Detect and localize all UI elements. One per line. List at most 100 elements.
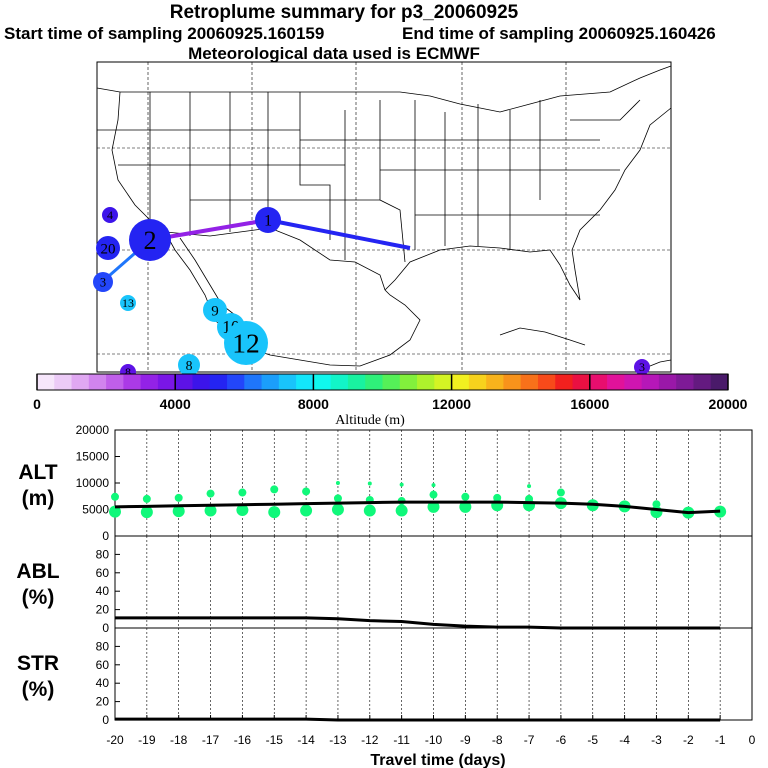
panel-str: 0 20 40 60 80 STR (%) [17,627,753,727]
plume-marker: 2 [129,219,171,261]
cluster-dot [140,506,153,519]
plume-marker-dot [96,236,120,260]
y-tick-label: 40 [96,676,110,690]
cluster-dot [204,504,217,517]
plume-marker-dot [224,321,268,365]
colorbar-swatch [365,374,383,390]
cluster-dot [268,506,281,519]
met-data-label: Meteorological data used is ECMWF [188,44,480,63]
colorbar-swatch [555,374,574,390]
plume-marker-label: 13 [122,296,134,310]
plume-marker-label: 3 [639,360,645,374]
plume-marker: 20 [96,236,120,260]
cluster-dot [172,505,185,518]
x-tick-label: -14 [297,733,315,747]
cluster-dot [206,489,215,498]
cluster-dot [363,504,376,517]
x-tick-label: -4 [619,733,630,747]
y-tick-label: 80 [96,639,110,653]
plume-marker: 13 [120,295,136,311]
y-tick-label: 0 [102,529,109,543]
y-tick-label: 60 [96,566,110,580]
colorbar-swatch [37,374,55,390]
plume-marker-dot [203,298,227,322]
plume-marker-label: 4 [107,208,113,222]
colorbar-tick-label: 20000 [709,396,748,412]
plume-marker-label: 8 [186,358,193,373]
series-line-alt [114,500,721,515]
cluster-dot [300,504,313,517]
x-tick-label: -19 [138,733,156,747]
colorbar-swatch [106,374,124,390]
plume-marker-label: 12 [232,328,260,359]
colorbar-swatch [140,374,159,390]
cluster-dot [395,504,408,517]
plume-marker: 9 [203,298,227,322]
x-tick-label: -20 [106,733,124,747]
plume-marker-label: 3 [100,275,106,289]
x-axis-label: Travel time (days) [370,752,505,768]
colorbar-swatch [175,374,193,390]
cluster-dot [429,490,438,499]
plume-marker-label: 8 [125,365,131,379]
x-tick-label: -10 [425,733,443,747]
x-tick-label: -15 [266,733,284,747]
x-tick-label: 0 [749,733,756,747]
x-tick-label: -13 [329,733,347,747]
colorbar-swatch [710,374,729,390]
map-grid [97,62,671,372]
colorbar-swatch [589,374,608,390]
colorbar-swatch [399,374,418,390]
y-tick-label: 0 [102,713,109,727]
colorbar-swatch [658,374,677,390]
cluster-dot [556,488,565,497]
colorbar-swatch [503,374,522,390]
colorbar-swatch [641,374,660,390]
series-line-abl [115,616,721,630]
cluster-dot [527,484,532,489]
y-tick-label: 15000 [76,450,110,464]
y-tick-label: 20 [96,603,110,617]
y-tick-label: 40 [96,584,110,598]
plume-marker-dot [255,207,281,233]
plume-marker-dot [634,359,650,375]
x-tick-label: -6 [556,733,567,747]
y-tick-label: 0 [102,621,109,635]
y-tick-label: 20 [96,695,110,709]
x-tick-label: -1 [715,733,726,747]
y-tick-label: 20000 [76,423,110,437]
colorbar-tick-label: 8000 [298,396,329,412]
colorbar-swatch [244,374,263,390]
panel-alt: 0 5000 10000 15000 20000 ALT (m) [18,423,753,543]
plume-marker-label: 9 [211,303,219,319]
plume-marker-dot [129,219,171,261]
panel-label: ABL [16,560,59,583]
x-tick-label: -3 [651,733,662,747]
plume-marker-dot [102,207,118,223]
colorbar-swatch [676,374,694,390]
plume-marker: 8 [178,354,200,376]
map-frame [96,61,672,373]
colorbar-swatch [261,374,280,390]
x-tick-label: -12 [361,733,379,747]
colorbar-tick-label: 4000 [160,396,191,412]
colorbar-swatch [468,374,487,390]
colorbar-swatch [486,374,504,390]
colorbar-swatch [347,374,366,390]
colorbar-swatch [537,374,556,390]
colorbar-swatch [227,374,245,390]
colorbar-swatch [330,374,349,390]
panel-unit: (m) [22,487,55,510]
colorbar-swatch [624,374,643,390]
colorbar-swatch [434,374,453,390]
y-tick-label: 10000 [76,476,110,490]
colorbar-swatch [157,374,176,390]
panel-unit: (%) [22,586,55,609]
cluster-dot [111,492,119,501]
plume-markers: 123489101112132083 [93,207,650,380]
timeseries-panels: 0 5000 10000 15000 20000 ALT (m) 0 20 40 60 80 ABL (%… [16,423,755,747]
x-tick-label: -9 [460,733,471,747]
cluster-dot [335,481,340,485]
cluster-dot [109,505,121,518]
